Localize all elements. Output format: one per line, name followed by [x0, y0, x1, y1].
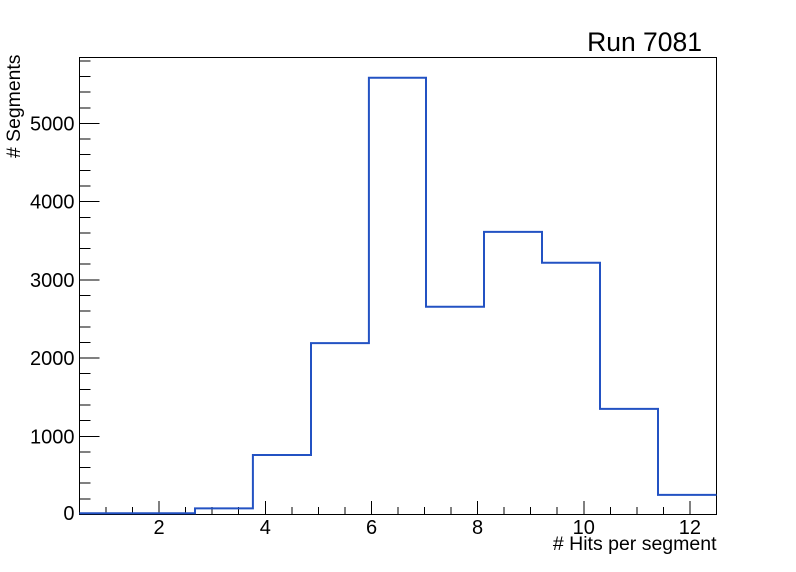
svg-text:3000: 3000 — [30, 270, 75, 292]
svg-text:2000: 2000 — [30, 348, 75, 370]
svg-text:6: 6 — [366, 517, 377, 539]
svg-text:# Segments: # Segments — [3, 55, 25, 158]
svg-text:12: 12 — [679, 517, 701, 539]
svg-text:4: 4 — [260, 517, 271, 539]
svg-text:# Hits per segment: # Hits per segment — [553, 533, 717, 555]
svg-text:2: 2 — [154, 517, 165, 539]
svg-text:0: 0 — [63, 503, 74, 525]
svg-text:10: 10 — [573, 517, 595, 539]
svg-text:Run 7081: Run 7081 — [587, 27, 702, 57]
svg-text:1000: 1000 — [30, 426, 75, 448]
svg-text:4000: 4000 — [30, 192, 75, 214]
svg-text:8: 8 — [472, 517, 483, 539]
svg-text:5000: 5000 — [30, 114, 75, 136]
